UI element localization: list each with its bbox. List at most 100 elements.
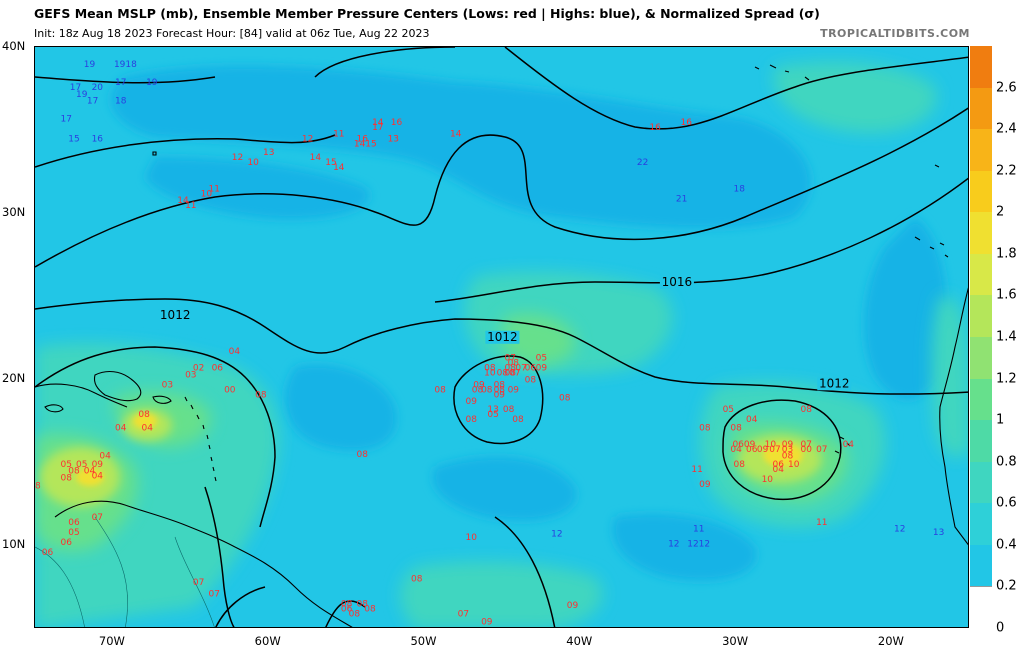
low-center-value: 04 xyxy=(843,440,855,450)
colorbar-tick-label: 0.8 xyxy=(996,454,1017,470)
isobar-label-bg xyxy=(485,330,520,344)
low-spread-north-2 xyxy=(145,157,370,220)
low-center-value: 12 xyxy=(302,135,313,145)
low-center-value: 08 xyxy=(60,473,72,483)
isobar-label-bg xyxy=(817,377,852,391)
low-center-value: 13 xyxy=(487,405,498,415)
colorbar-swatch xyxy=(970,295,992,338)
low-center-value: 13 xyxy=(388,135,399,145)
high-center-value: 17 xyxy=(60,115,71,125)
low-center-value: 06 xyxy=(341,604,353,614)
colorbar-swatch xyxy=(970,129,992,172)
low-center-value: 09 xyxy=(567,601,579,611)
low-center-value: 04 xyxy=(99,452,111,462)
low-center-value: 06 xyxy=(60,538,72,548)
low-center-value: 07 xyxy=(515,364,526,374)
colorbar-tick-label: 0.2 xyxy=(996,578,1017,594)
map-title: GEFS Mean MSLP (mb), Ensemble Member Pre… xyxy=(34,6,820,21)
isobar-label: 1012 xyxy=(819,376,850,390)
low-center-value: 08 xyxy=(497,369,509,379)
colorbar-swatch xyxy=(970,503,992,546)
low-center-value: 08 xyxy=(341,599,353,609)
map-panel: 1012 1016 1012 1012 19 1918 17 20 19 17 17 19 18 17 1… xyxy=(34,46,969,628)
colorbar-swatch xyxy=(970,461,992,504)
yellow-hispaniola xyxy=(133,413,157,429)
low-center-value: 11 xyxy=(691,465,702,475)
isobar-labels: 1012 1016 1012 1012 xyxy=(158,275,852,391)
land-outlines xyxy=(35,64,968,627)
low-center-value: 14 xyxy=(450,130,462,140)
colorbar-swatch xyxy=(970,544,992,587)
isobar-1012-caribbean xyxy=(35,346,276,528)
low-center-value: 09 xyxy=(494,390,506,400)
low-center-value: 09 xyxy=(481,618,493,628)
low-center-value: 11 xyxy=(816,518,827,528)
low-spread-central-2 xyxy=(432,456,577,521)
isobar-1020-north-2 xyxy=(35,76,216,84)
low-center-value: 07 xyxy=(193,578,204,588)
high-center-value: 19 xyxy=(146,78,158,88)
low-center-value: 08 xyxy=(494,380,506,390)
isobar-label-bg xyxy=(659,276,694,289)
low-center-value: 03 xyxy=(185,370,196,380)
isobar-1016-west xyxy=(35,107,968,268)
low-center-value: 08 xyxy=(434,385,446,395)
low-center-value: 11 xyxy=(185,201,196,211)
low-center-value: 10 xyxy=(484,369,496,379)
green-central xyxy=(501,313,576,366)
low-center-value: 08 xyxy=(35,482,41,492)
madeira-canaries xyxy=(914,164,949,258)
colorbar-swatch xyxy=(970,586,992,630)
isobar-1012-south xyxy=(204,486,235,627)
low-center-value: 07 xyxy=(458,609,469,619)
low-center-value: 06 xyxy=(212,364,224,374)
isobar-1012-closed-central xyxy=(453,355,544,445)
low-center-value: 08 xyxy=(472,385,484,395)
colorbar-swatch xyxy=(970,253,992,296)
yellow-caribbean xyxy=(76,468,104,486)
teal-caribbean xyxy=(35,343,279,627)
colorbar-swatch xyxy=(970,337,992,380)
isobar-1012-south-curve xyxy=(494,516,556,627)
low-center-value: 05 xyxy=(536,354,547,364)
colorbar-swatch xyxy=(970,46,992,89)
low-center-value: 08 xyxy=(525,375,537,385)
low-center-value: 10 xyxy=(465,533,477,543)
low-center-value: 04 xyxy=(229,347,241,357)
low-center-value: 00 xyxy=(224,385,236,395)
low-center-value: 04 xyxy=(772,465,784,475)
low-center-value: 05 xyxy=(76,460,87,470)
hispaniola-outline xyxy=(93,370,142,402)
low-center-value: 04 xyxy=(730,445,742,455)
low-center-value: 09 xyxy=(508,385,520,395)
high-center-value: 11 xyxy=(693,525,704,535)
low-center-value: 16 xyxy=(391,118,403,128)
low-center-value: 08 xyxy=(68,467,80,477)
low-center-value: 08 xyxy=(255,390,267,400)
low-center-value: 06 xyxy=(525,364,537,374)
colorbar-tick-label: 1.4 xyxy=(996,329,1017,345)
cuba-outline xyxy=(35,383,128,408)
low-center-value: 10 xyxy=(762,475,774,485)
longitude-label: 60W xyxy=(254,634,281,648)
low-center-value: 09 xyxy=(699,480,711,490)
low-center-value: 08 xyxy=(494,385,506,395)
azores xyxy=(754,64,810,81)
low-center-value: 13 xyxy=(263,148,274,158)
low-center-value: 06 xyxy=(746,445,758,455)
africa-coast xyxy=(939,287,968,546)
isobar-label: 1016 xyxy=(662,275,693,289)
colorbar-tick-label: 0.6 xyxy=(996,495,1017,511)
low-center-value: 09 xyxy=(92,460,104,470)
high-center-value: 13 xyxy=(933,528,944,538)
low-center-value: 08 xyxy=(504,364,516,374)
isobar-1012-south-2 xyxy=(215,586,366,627)
teal-south-central xyxy=(400,561,603,627)
low-center-value: 02 xyxy=(193,364,204,374)
low-center-value: 08 xyxy=(465,415,477,425)
low-center-value: 08 xyxy=(484,364,496,374)
low-center-value: 14 xyxy=(333,163,345,173)
low-center-value: 11 xyxy=(208,184,219,194)
low-center-value: 06 xyxy=(68,518,80,528)
low-center-value: 09 xyxy=(473,380,485,390)
